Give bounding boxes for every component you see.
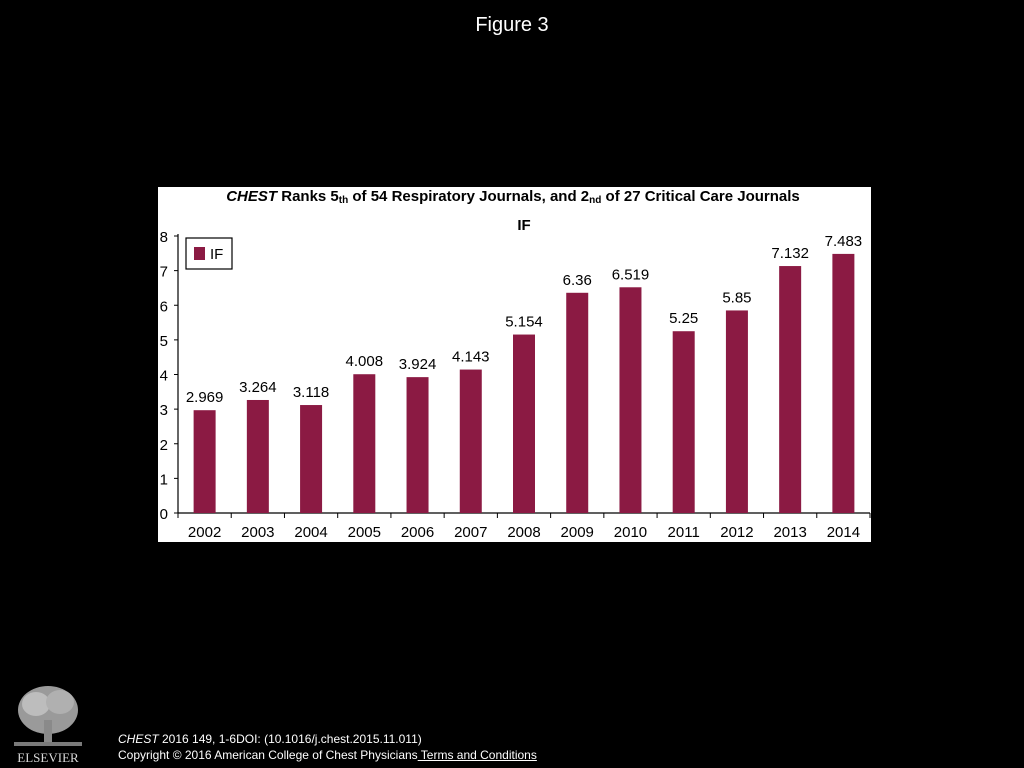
- bar: [459, 369, 482, 513]
- data-label: 3.924: [399, 356, 437, 373]
- bar: [566, 292, 589, 513]
- x-tick-label: 2004: [294, 524, 327, 541]
- chart-title-mid: of 54 Respiratory Journals, and 2: [348, 188, 589, 205]
- chart-title: CHEST Ranks 5th of 54 Respiratory Journa…: [226, 188, 800, 206]
- data-label: 7.483: [825, 233, 863, 250]
- x-tick-label: 2008: [507, 524, 540, 541]
- citation-journal: CHEST: [118, 732, 159, 746]
- x-tick-label: 2010: [614, 524, 647, 541]
- footer: ELSEVIER CHEST 2016 149, 1-6DOI: (10.101…: [0, 676, 1024, 768]
- x-tick-label: 2003: [241, 524, 274, 541]
- x-tick-label: 2012: [720, 524, 753, 541]
- y-tick-label: 7: [160, 264, 168, 281]
- x-tick-label: 2006: [401, 524, 434, 541]
- citation-details: 2016 149, 1-6DOI: (10.1016/j.chest.2015.…: [158, 732, 422, 746]
- x-tick-label: 2013: [773, 524, 806, 541]
- bar: [193, 410, 216, 513]
- x-tick-label: 2002: [188, 524, 221, 541]
- legend-swatch: [194, 247, 205, 260]
- elsevier-wordmark: ELSEVIER: [17, 750, 79, 765]
- copyright-line: Copyright © 2016 American College of Che…: [118, 748, 537, 762]
- x-tick-label: 2014: [827, 524, 860, 541]
- slide-title: Figure 3: [475, 14, 549, 36]
- bar: [725, 310, 748, 513]
- data-label: 5.25: [669, 310, 698, 327]
- data-labels: 2.969 3.264 3.118 4.008 3.924 4.143 5.154 6.36 6…: [186, 233, 862, 406]
- data-label: 7.132: [771, 245, 809, 262]
- y-tick-label: 3: [160, 402, 168, 419]
- bar: [779, 266, 802, 513]
- y-tick-label: 2: [160, 437, 168, 454]
- chart-subtitle: IF: [517, 217, 530, 234]
- legend: IF: [185, 237, 233, 270]
- chart-title-ordinal-2: nd: [589, 195, 601, 206]
- copyright-text: Copyright © 2016 American College of Che…: [118, 748, 418, 762]
- y-tick-label: 6: [160, 298, 168, 315]
- x-tick-label: 2007: [454, 524, 487, 541]
- bar: [513, 334, 535, 513]
- chart-title-journal: CHEST: [226, 188, 279, 205]
- chart-title-ranks: Ranks 5: [277, 188, 339, 205]
- bar: [832, 253, 855, 513]
- chart-title-ordinal-1: th: [339, 195, 348, 206]
- figure-panel: CHEST Ranks 5th of 54 Respiratory Journa…: [158, 187, 871, 542]
- bar: [300, 405, 323, 513]
- bar: [672, 331, 695, 513]
- data-label: 3.118: [293, 384, 329, 401]
- legend-box: [185, 237, 233, 270]
- axes: 0 1 2 3 4 5 6 7 8 2002 2003 2004 2005 2006 2007 2008 200…: [160, 229, 871, 541]
- terms-and-conditions-link[interactable]: Terms and Conditions: [417, 748, 537, 762]
- bars: [193, 253, 855, 513]
- bar: [353, 374, 376, 513]
- data-label: 4.008: [346, 353, 384, 370]
- bar: [619, 287, 642, 513]
- data-label: 6.519: [612, 266, 650, 283]
- elsevier-logo: ELSEVIER: [8, 680, 88, 766]
- x-tick-label: 2005: [348, 524, 381, 541]
- bar-chart: CHEST Ranks 5th of 54 Respiratory Journa…: [160, 188, 871, 541]
- data-label: 5.154: [505, 314, 543, 331]
- y-tick-label: 1: [160, 471, 168, 488]
- y-tick-label: 8: [160, 229, 168, 246]
- legend-label: IF: [210, 246, 223, 263]
- y-tick-label: 4: [160, 368, 168, 385]
- data-label: 6.36: [563, 272, 592, 289]
- data-label: 3.264: [239, 379, 277, 396]
- data-label: 2.969: [186, 389, 224, 406]
- y-tick-label: 0: [160, 506, 168, 523]
- data-label: 5.85: [722, 289, 751, 306]
- data-label: 4.143: [452, 349, 490, 366]
- bar: [406, 377, 429, 513]
- y-tick-label: 5: [160, 333, 168, 350]
- citation: CHEST 2016 149, 1-6DOI: (10.1016/j.chest…: [118, 732, 422, 746]
- x-tick-label: 2011: [668, 524, 700, 541]
- x-tick-label: 2009: [561, 524, 594, 541]
- bar: [246, 399, 269, 513]
- chart-title-tail: of 27 Critical Care Journals: [601, 188, 799, 205]
